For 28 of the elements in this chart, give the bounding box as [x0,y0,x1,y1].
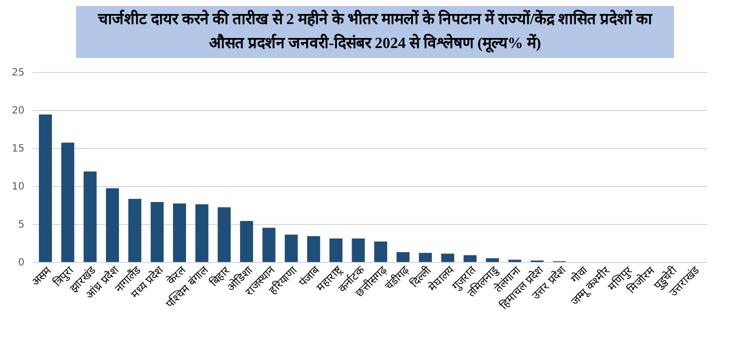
bar [486,258,499,262]
bar [441,254,454,262]
bar [106,188,119,262]
bar [418,252,432,262]
bar [218,207,231,262]
chart-title: चार्जशीट दायर करने की तारीख से 2 महीने के भीतर मामलों के निपटान में राज्यों/केंद्र शासित प्रदेशों का औसत प्रदर्शन जनवरी-दिसंबर 2024 से विश्लेषण (मूल्य% में) [76,6,674,58]
bar [240,220,254,262]
bar [396,252,410,262]
y-tick-label: 5 [18,220,24,230]
y-tick-label: 20 [12,106,24,116]
y-tick-label: 15 [12,144,24,154]
bar [352,238,365,262]
bar [61,142,74,262]
bar [150,202,164,262]
y-tick-label: 10 [12,182,24,192]
bar [195,204,208,262]
bar [284,234,298,262]
bar [307,236,320,262]
bar [173,203,186,262]
bar [262,228,276,262]
bar [128,198,142,262]
bar [329,238,342,262]
bar [38,114,52,262]
y-tick-label: 0 [18,258,24,268]
y-tick-label: 25 [12,68,24,78]
bar [464,255,477,262]
bar [84,172,97,262]
bar [374,241,388,262]
